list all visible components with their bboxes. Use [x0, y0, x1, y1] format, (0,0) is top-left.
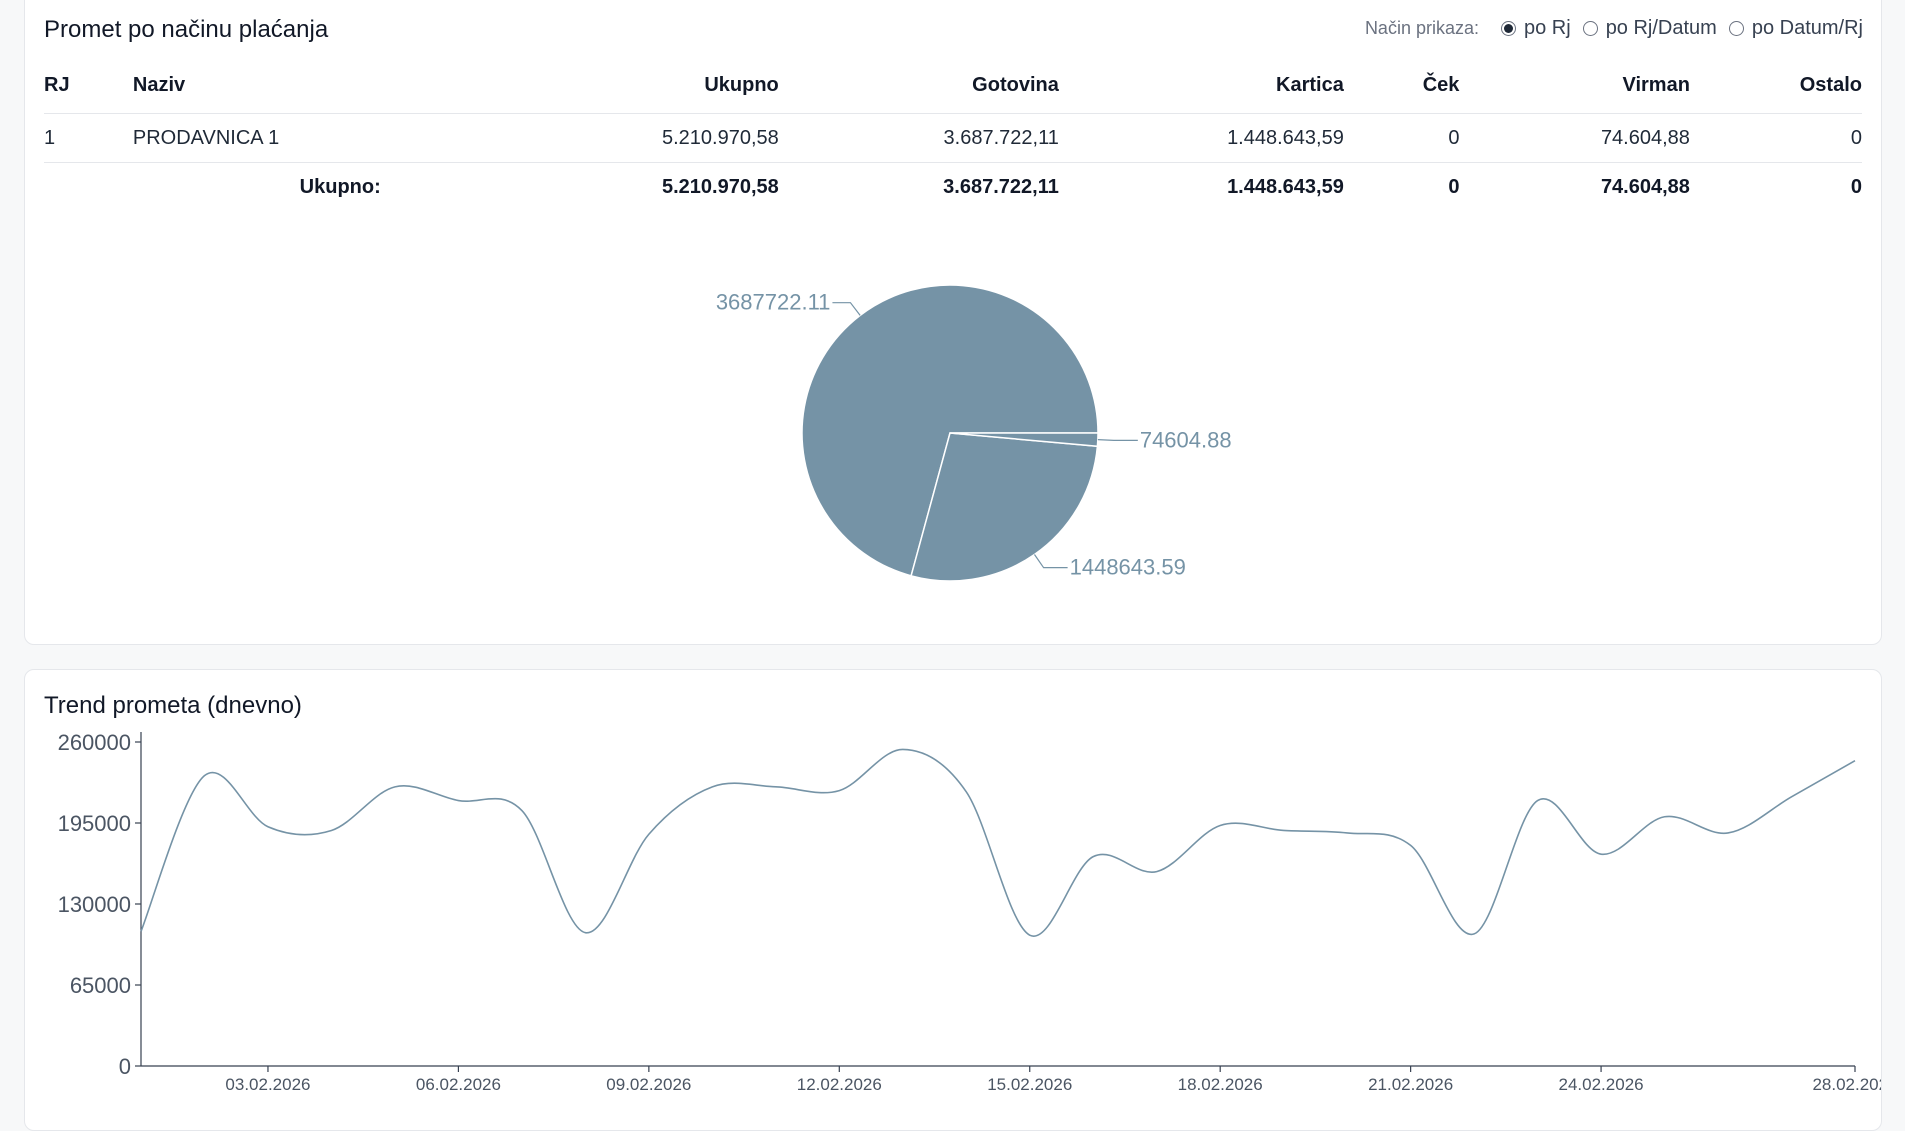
trend-data-point[interactable]: [836, 788, 842, 794]
trend-data-point[interactable]: [1789, 794, 1795, 800]
cell-kartica: 1.448.643,59: [1058, 113, 1344, 163]
pie-slice[interactable]: [949, 432, 1099, 448]
col-header-naziv: Naziv: [132, 57, 381, 114]
cell-ostalo: 0: [1689, 113, 1862, 163]
total-gotovina: 3.687.722,11: [943, 175, 1059, 198]
trend-data-point[interactable]: [1662, 814, 1668, 820]
payment-card-title: Promet po načinu plaćanja: [44, 16, 329, 43]
y-tick-label: 195000: [58, 811, 131, 836]
total-virman: 74.604,88: [1600, 175, 1690, 198]
pie-label-leader: [1097, 439, 1138, 441]
view-mode-label: Način prikaza:: [1364, 18, 1479, 38]
payment-pie-chart: 3687722.11 1448643.59 74604.88: [716, 284, 1232, 582]
pie-data-label: 1448643.59: [1070, 555, 1186, 580]
trend-data-point[interactable]: [1725, 830, 1731, 836]
y-tick-label: 0: [119, 1054, 131, 1079]
pie-data-label: 3687722.11: [716, 290, 831, 315]
x-tick-label: 28.02.2026: [1812, 1075, 1881, 1094]
x-tick-label: 12.02.2026: [797, 1075, 882, 1094]
trend-data-point[interactable]: [1471, 931, 1477, 937]
x-tick-label: 21.02.2026: [1368, 1075, 1453, 1094]
trend-line-chart: 260000 195000 130000 65000 0 03.02.2026 06.02.…: [58, 730, 1881, 1094]
pie-label-leader: [832, 302, 861, 316]
pie-label-leader: [1033, 554, 1068, 569]
col-header-rj: RJ: [44, 57, 133, 114]
cell-ukupno: 5.210.970,58: [380, 113, 779, 163]
total-kartica: 1.448.643,59: [1227, 175, 1344, 198]
cell-virman: 74.604,88: [1459, 113, 1690, 163]
table-row[interactable]: 1 PRODAVNICA 1 5.210.970,58 3.687.722,11…: [44, 113, 1862, 163]
trend-data-point[interactable]: [1090, 854, 1096, 860]
cell-cek: 0: [1343, 113, 1460, 163]
view-option-label: po Rj: [1523, 17, 1571, 39]
total-cek: 0: [1448, 175, 1460, 198]
cell-naziv: PRODAVNICA 1: [132, 113, 381, 163]
x-tick-label: 18.02.2026: [1178, 1075, 1263, 1094]
view-mode-selector: Način prikaza: po Rj po Rj/Datum po Datu…: [1365, 17, 1863, 40]
trend-data-point[interactable]: [582, 930, 588, 936]
cell-rj: 1: [44, 113, 133, 163]
x-tick-label: 03.02.2026: [225, 1075, 310, 1094]
trend-data-point[interactable]: [201, 773, 207, 779]
trend-data-point[interactable]: [646, 831, 652, 837]
cell-gotovina: 3.687.722,11: [778, 113, 1059, 163]
view-option-po-rj[interactable]: po Rj: [1500, 17, 1571, 40]
trend-series-line[interactable]: [140, 748, 1856, 937]
trend-data-point[interactable]: [1852, 758, 1858, 764]
pie-data-label: 74604.88: [1140, 427, 1232, 452]
totals-row: Ukupno: 5.210.970,58 3.687.722,11 1.448.…: [44, 163, 1862, 212]
trend-data-point[interactable]: [963, 789, 969, 795]
col-header-kartica: Kartica: [1058, 57, 1344, 114]
trend-data-point[interactable]: [773, 784, 779, 790]
totals-label: Ukupno:: [299, 175, 381, 198]
y-tick-label: 130000: [58, 892, 131, 917]
trend-data-point[interactable]: [1598, 851, 1604, 857]
trend-card-title: Trend prometa (dnevno): [44, 692, 302, 719]
trend-data-point[interactable]: [519, 808, 525, 814]
trend-data-point[interactable]: [328, 827, 334, 833]
trend-data-point[interactable]: [455, 798, 461, 804]
payment-method-card: Promet po načinu plaćanja Način prikaza:…: [24, 0, 1882, 645]
x-tick-label: 09.02.2026: [606, 1075, 691, 1094]
col-header-gotovina: Gotovina: [778, 57, 1059, 114]
radio-icon[interactable]: [1582, 21, 1598, 36]
trend-data-point[interactable]: [392, 784, 398, 790]
pie-slice[interactable]: [910, 432, 1099, 582]
col-header-cek: Ček: [1343, 57, 1460, 114]
trend-card: Trend prometa (dnevno) 260000 195000 13000…: [24, 669, 1882, 1131]
y-tick-label: 65000: [70, 973, 131, 998]
x-tick-label: 06.02.2026: [416, 1075, 501, 1094]
radio-icon-selected[interactable]: [1500, 21, 1516, 36]
trend-data-point[interactable]: [709, 784, 715, 790]
trend-data-point[interactable]: [900, 746, 906, 752]
x-tick-label: 15.02.2026: [987, 1075, 1072, 1094]
total-ukupno: 5.210.970,58: [661, 175, 779, 198]
trend-data-point[interactable]: [138, 928, 144, 934]
payment-table: RJ Naziv Ukupno Gotovina Kartica Ček Vir…: [44, 57, 1862, 211]
col-header-virman: Virman: [1459, 57, 1690, 114]
x-tick-label: 24.02.2026: [1559, 1075, 1644, 1094]
trend-data-point[interactable]: [265, 824, 271, 830]
pie-slice[interactable]: [801, 284, 1099, 577]
view-option-po-datum-rj[interactable]: po Datum/Rj: [1728, 17, 1863, 40]
view-option-po-rj-datum[interactable]: po Rj/Datum: [1582, 17, 1717, 40]
trend-data-point[interactable]: [1217, 822, 1223, 828]
trend-data-point[interactable]: [1154, 869, 1160, 875]
radio-icon[interactable]: [1728, 21, 1744, 36]
trend-data-point[interactable]: [1408, 842, 1414, 848]
trend-data-point[interactable]: [1535, 798, 1541, 804]
y-tick-label: 260000: [58, 730, 131, 755]
total-ostalo: 0: [1850, 175, 1862, 198]
table-header-row: RJ Naziv Ukupno Gotovina Kartica Ček Vir…: [44, 57, 1862, 114]
col-header-ostalo: Ostalo: [1689, 57, 1862, 114]
trend-data-point[interactable]: [1027, 932, 1033, 938]
col-header-ukupno: Ukupno: [380, 57, 779, 114]
view-option-label: po Rj/Datum: [1605, 17, 1717, 39]
trend-data-point[interactable]: [1344, 830, 1350, 836]
view-option-label: po Datum/Rj: [1751, 17, 1863, 39]
trend-data-point[interactable]: [1281, 827, 1287, 833]
